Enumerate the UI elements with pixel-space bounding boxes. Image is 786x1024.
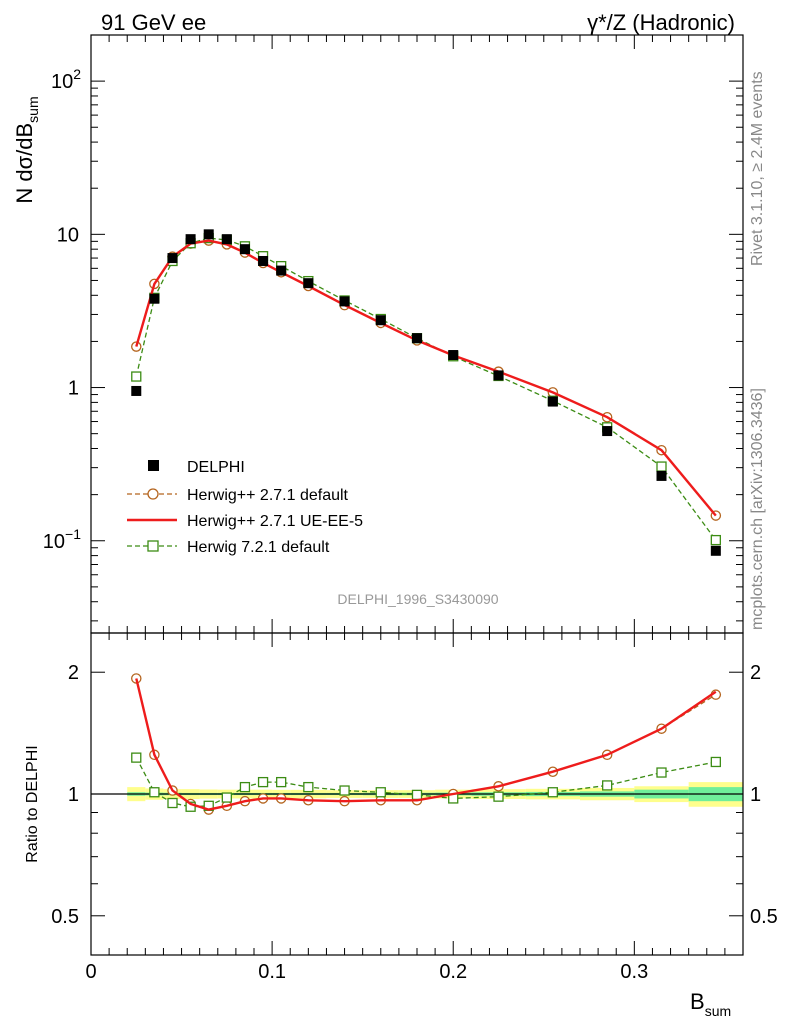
main-data-point [276,265,287,276]
main-marker-herwig7 [710,534,721,546]
ratio-marker-herwig7 [375,787,386,798]
legend-marker-delphi [148,460,159,471]
main-data-point [185,234,196,245]
ratio-marker-herwig7 [493,791,504,802]
y-axis-label: N dσ/dBsum [12,96,41,203]
source-label: mcplots.cern.ch [arXiv:1306.3436] [749,388,766,630]
main-data-point [602,426,613,437]
main-data-point [448,350,459,361]
main-data-point [412,333,422,344]
main-marker-herwig7 [131,371,142,382]
ratio-y-tick-label-right: 0.5 [750,906,778,928]
ratio-marker-herwig7 [656,767,667,778]
ratio-marker-herwig7 [710,756,721,768]
process-label: γ*/Z (Hadronic) [587,10,735,35]
energy-label: 91 GeV ee [101,10,206,35]
x-axis-label: Bsum [690,989,731,1019]
main-data-point [547,396,558,407]
main-data-point [239,244,250,255]
rivet-label: Rivet 3.1.10, ≥ 2.4M events [749,71,766,266]
legend-label: DELPHI [187,459,245,476]
ratio-marker-herwig7 [149,787,160,798]
legend-marker-herwig7 [147,540,159,552]
ratio-marker-herwig7 [167,797,178,809]
main-data-point [258,255,269,266]
ratio-marker-herwig7 [257,776,269,788]
ratio-marker-herwig7 [239,781,251,793]
main-data-point [656,470,667,481]
ratio-marker-herwig7 [602,780,613,791]
ratio-y-tick-label-right: 2 [750,662,761,684]
x-tick-label: 0.1 [258,961,286,983]
main-data-point [339,296,350,307]
main-data-point [167,253,178,264]
main-marker-herwigpp-default [131,341,142,352]
main-marker-herwig7 [656,461,667,472]
ratio-line-ue-ee-5 [135,678,717,811]
main-data-point [375,315,386,326]
legend-label: Herwig++ 2.7.1 UE-EE-5 [187,513,363,530]
analysis-label: DELPHI_1996_S3430090 [337,591,498,607]
ratio-marker-herwig7 [303,781,314,793]
x-tick-label: 0 [85,961,96,983]
ratio-marker-herwig7 [547,787,558,798]
legend-label: Herwig 7.2.1 default [187,539,330,556]
main-data-point [149,293,160,304]
y-tick-label: 102 [51,66,81,93]
ratio-y-tick-label-left: 1 [68,784,79,806]
ratio-y-tick-label-left: 2 [68,662,79,684]
y-tick-label: 1 [68,378,79,400]
main-data-point [221,234,232,245]
main-data-point [710,545,721,556]
main-data-point [131,385,142,396]
ratio-y-tick-label-right: 1 [750,784,761,806]
x-tick-label: 0.3 [620,961,648,983]
ratio-marker-herwig7 [221,792,232,803]
ratio-axis-label: Ratio to DELPHI [24,745,41,862]
ratio-marker-herwig7 [185,801,196,812]
ratio-marker-herwig7 [131,752,142,763]
legend-marker-herwigpp-default [147,488,159,500]
y-tick-label: 10−1 [43,526,81,553]
y-tick-label: 10 [57,224,79,246]
legend-label: Herwig++ 2.7.1 default [187,487,349,504]
x-tick-label: 0.2 [439,961,467,983]
ratio-marker-herwig7 [276,776,287,788]
main-data-point [203,229,214,240]
main-data-point [303,278,314,289]
ratio-marker-herwig7 [411,789,423,801]
ratio-y-tick-label-left: 0.5 [51,906,79,928]
main-data-point [493,370,504,381]
ratio-marker-herwig7 [339,785,350,796]
